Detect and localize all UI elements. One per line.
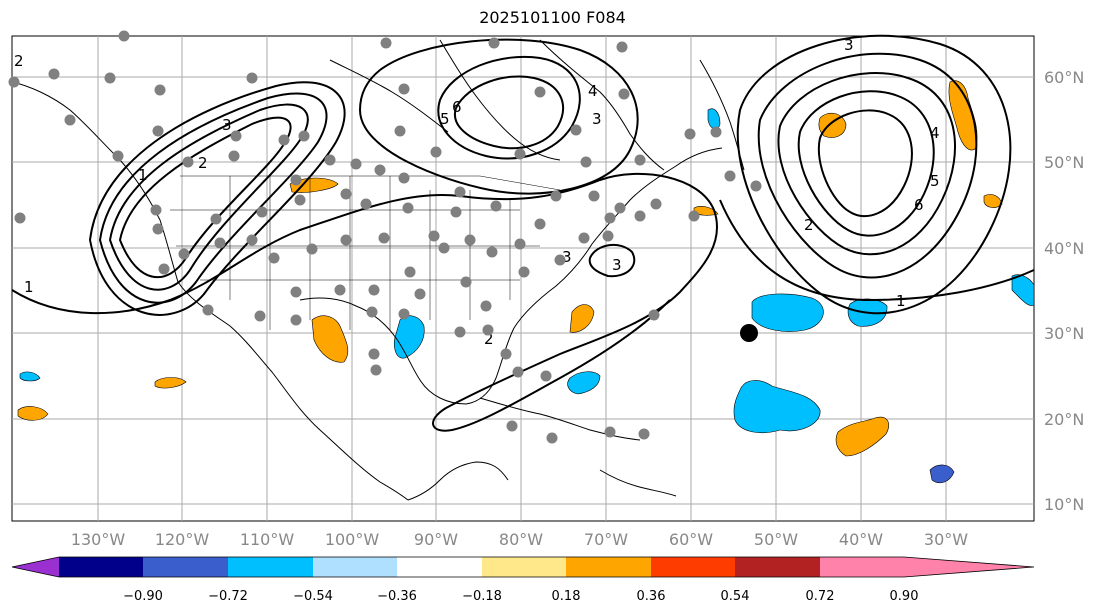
map-frame xyxy=(11,35,1035,522)
contour-label: 3 xyxy=(612,256,622,274)
colorbar-tick: 0.72 xyxy=(806,589,835,604)
colorbar-segment xyxy=(482,557,566,577)
contour-label: 3 xyxy=(562,248,572,266)
colorbar-tick: −0.18 xyxy=(462,589,502,604)
contour-label: 4 xyxy=(588,82,598,100)
contour-label: 3 xyxy=(844,36,854,54)
contour-label: 2 xyxy=(484,330,494,348)
lat-label: 60°N xyxy=(1044,68,1084,87)
colorbar-arrow-right xyxy=(904,557,1034,577)
colorbar-tick: 0.36 xyxy=(637,589,666,604)
colorbar-segment xyxy=(651,557,735,577)
anomaly-orange-rockies xyxy=(289,177,339,193)
contour-1-east xyxy=(719,199,1035,302)
contour-label: 5 xyxy=(440,110,450,128)
lon-label: 60°W xyxy=(669,530,713,549)
anomaly-orange-iceland xyxy=(818,112,847,138)
anomaly-orange-fl xyxy=(569,304,595,333)
colorbar-segment xyxy=(820,557,904,577)
colorbar-tick: −0.90 xyxy=(123,589,163,604)
colorbar-segment xyxy=(143,557,228,577)
station-dots xyxy=(8,30,762,444)
contour-label: 3 xyxy=(592,110,602,128)
contour-trough xyxy=(11,173,719,432)
contour-west-1 xyxy=(108,103,309,291)
colorbar-tick: 0.54 xyxy=(721,589,750,604)
anomaly-blue-cluster-3 xyxy=(733,380,821,433)
lat-label: 30°N xyxy=(1044,324,1084,343)
lon-label: 70°W xyxy=(584,530,628,549)
colorbar-tick: −0.54 xyxy=(293,589,333,604)
colorbar-segment xyxy=(566,557,651,577)
contour-north-1 xyxy=(437,55,581,160)
anomaly-blue-cuba xyxy=(567,371,601,395)
lat-label: 20°N xyxy=(1044,410,1084,429)
contour-label: 2 xyxy=(14,52,24,70)
lat-label: 50°N xyxy=(1044,153,1084,172)
lat-label: 40°N xyxy=(1044,239,1084,258)
lon-label: 40°W xyxy=(839,530,883,549)
lon-label: 30°W xyxy=(924,530,968,549)
contour-label: 5 xyxy=(930,172,940,190)
colorbar-tick: 0.18 xyxy=(552,589,581,604)
colorbar-segment xyxy=(313,557,397,577)
contour-label: 2 xyxy=(198,154,208,172)
colorbar: −0.90 −0.72 −0.54 −0.36 −0.18 0.18 0.36 … xyxy=(11,556,1035,604)
anomaly-blue-labrador xyxy=(707,108,721,130)
lat-label: 10°N xyxy=(1044,495,1084,514)
lon-label: 80°W xyxy=(499,530,543,549)
contour-label: 1 xyxy=(896,292,906,310)
colorbar-tick: −0.72 xyxy=(208,589,248,604)
contour-north-3 xyxy=(358,38,639,195)
anomaly-orange-pacific xyxy=(154,377,187,389)
colorbar-tick: 0.90 xyxy=(890,589,919,604)
contour-atlantic-3 xyxy=(797,90,935,237)
anomaly-orange-east xyxy=(983,194,1003,208)
contour-atlantic-2 xyxy=(777,72,956,256)
anomaly-blue-cluster-1 xyxy=(751,293,824,332)
anomaly-blue-small-1 xyxy=(19,371,41,382)
latitude-labels: 60°N 50°N 40°N 30°N 20°N 10°N xyxy=(1044,68,1084,514)
contour-atlantic-4 xyxy=(736,34,1012,315)
contour-label: 1 xyxy=(138,166,148,184)
contour-atlantic-5 xyxy=(817,109,913,217)
contour-north-2 xyxy=(453,75,564,150)
contour-atlantic-1 xyxy=(757,52,978,279)
colorbar-segment xyxy=(228,557,313,577)
lon-label: 110°W xyxy=(240,530,295,549)
colorbar-tick: −0.36 xyxy=(377,589,417,604)
anomaly-orange-sw xyxy=(311,315,349,363)
contour-label: 2 xyxy=(804,216,814,234)
gridlines xyxy=(12,36,1034,521)
lon-label: 100°W xyxy=(325,530,380,549)
anomaly-purple-small xyxy=(929,464,955,484)
contour-label: 6 xyxy=(452,98,462,116)
contour-label: 3 xyxy=(222,116,232,134)
storm-center-marker xyxy=(740,324,758,342)
contour-label: 6 xyxy=(914,196,924,214)
map-title: 2025101100 F084 xyxy=(479,8,626,27)
colorbar-segment xyxy=(397,557,482,577)
colorbar-arrow-left xyxy=(12,557,59,577)
colorbar-segment xyxy=(735,557,820,577)
contour-inner-ring xyxy=(588,243,636,278)
colorbar-segment xyxy=(59,557,143,577)
contours xyxy=(11,34,1035,432)
shaded-anomalies xyxy=(17,80,1035,484)
longitude-labels: 130°W 120°W 110°W 100°W 90°W 80°W 70°W 6… xyxy=(71,530,968,549)
contour-labels: 2 4 3 5 6 3 2 3 1 1 3 2 4 5 6 1 2 3 xyxy=(14,36,940,348)
lon-label: 90°W xyxy=(414,530,458,549)
anomaly-orange-west xyxy=(17,406,49,421)
contour-west-3 xyxy=(88,81,346,316)
lon-label: 50°W xyxy=(754,530,798,549)
lon-label: 120°W xyxy=(155,530,210,549)
lon-label: 130°W xyxy=(71,530,126,549)
anomaly-orange-azores xyxy=(835,416,889,457)
contour-label: 1 xyxy=(24,278,34,296)
contour-label: 4 xyxy=(930,124,940,142)
